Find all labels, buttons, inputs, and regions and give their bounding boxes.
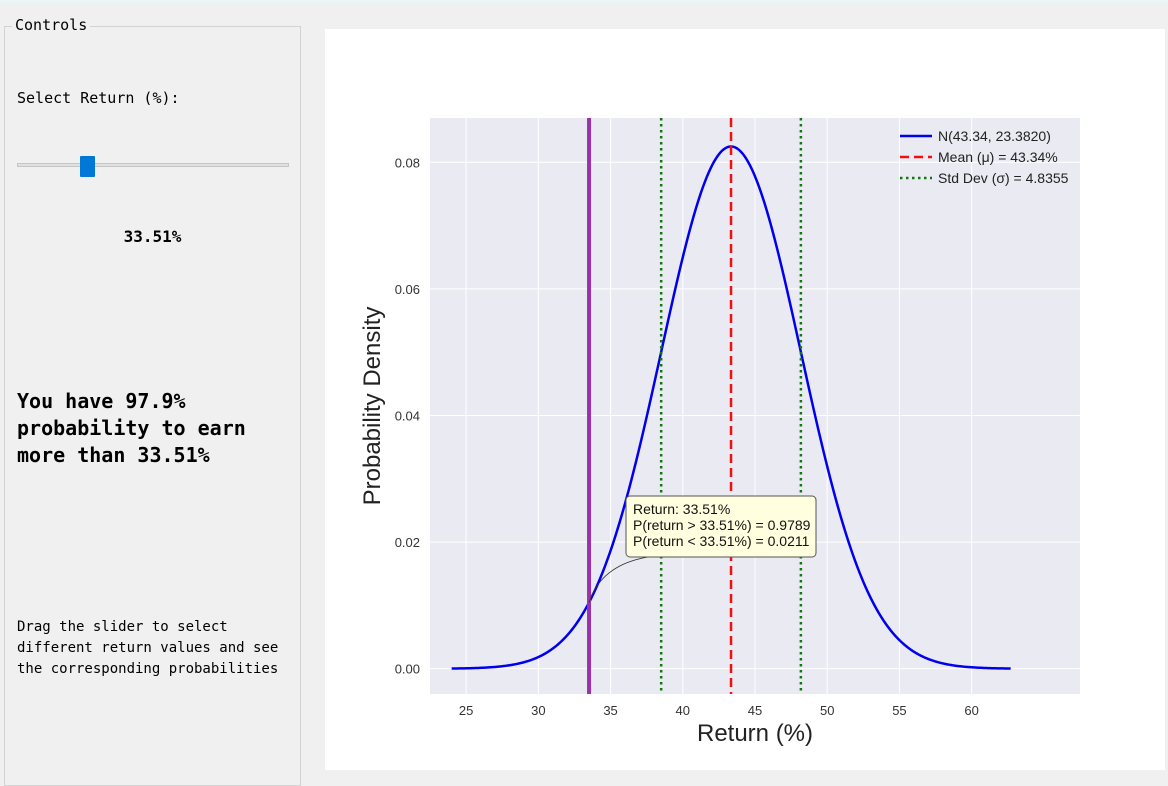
x-tick-label: 30 — [531, 703, 545, 718]
y-axis-label: Probability Density — [359, 307, 386, 506]
legend: N(43.34, 23.3820) Mean (μ) = 43.34% Std … — [900, 128, 1069, 186]
x-tick-label: 45 — [748, 703, 762, 718]
probability-summary: You have 97.9% probability to earn more … — [17, 389, 246, 467]
plot-panel: 25 30 35 40 45 50 55 60 0.00 0.02 0.04 0.06 0.08 Re… — [325, 29, 1165, 770]
x-tick-label: 60 — [964, 703, 978, 718]
x-tick-label: 35 — [603, 703, 617, 718]
y-tick-label: 0.00 — [395, 662, 420, 677]
y-tick-labels: 0.00 0.02 0.04 0.06 0.08 — [395, 155, 420, 676]
return-slider-track[interactable] — [17, 163, 289, 167]
legend-entry-curve: N(43.34, 23.3820) — [938, 128, 1051, 144]
window-top-strip — [0, 0, 1168, 3]
x-tick-labels: 25 30 35 40 45 50 55 60 — [459, 703, 979, 718]
annotation-line-return: Return: 33.51% — [633, 501, 730, 517]
y-tick-label: 0.06 — [395, 282, 420, 297]
x-tick-label: 55 — [892, 703, 906, 718]
annotation-line-prob-below: P(return < 33.51%) = 0.0211 — [633, 533, 810, 549]
slider-value-readout: 33.51% — [123, 227, 182, 246]
legend-entry-std: Std Dev (σ) = 4.8355 — [938, 170, 1069, 186]
y-tick-label: 0.02 — [395, 535, 420, 550]
legend-entry-mean: Mean (μ) = 43.34% — [938, 149, 1058, 165]
controls-group-title: Controls — [12, 16, 91, 34]
annotation-arrow — [588, 556, 649, 603]
y-tick-label: 0.08 — [395, 155, 420, 170]
distribution-chart: 25 30 35 40 45 50 55 60 0.00 0.02 0.04 0.06 0.08 Re… — [359, 118, 1080, 747]
select-return-label: Select Return (%): — [17, 89, 180, 107]
annotation-line-prob-above: P(return > 33.51%) = 0.9789 — [633, 517, 811, 533]
return-slider-handle[interactable] — [80, 156, 96, 177]
hover-annotation: Return: 33.51% P(return > 33.51%) = 0.97… — [588, 495, 817, 603]
annotation-box — [625, 495, 817, 558]
x-axis-label: Return (%) — [697, 720, 813, 747]
y-tick-label: 0.04 — [395, 408, 420, 423]
x-tick-label: 25 — [459, 703, 473, 718]
help-text: Drag the slider to select different retu… — [17, 619, 279, 677]
x-tick-label: 40 — [676, 703, 690, 718]
x-tick-label: 50 — [820, 703, 834, 718]
